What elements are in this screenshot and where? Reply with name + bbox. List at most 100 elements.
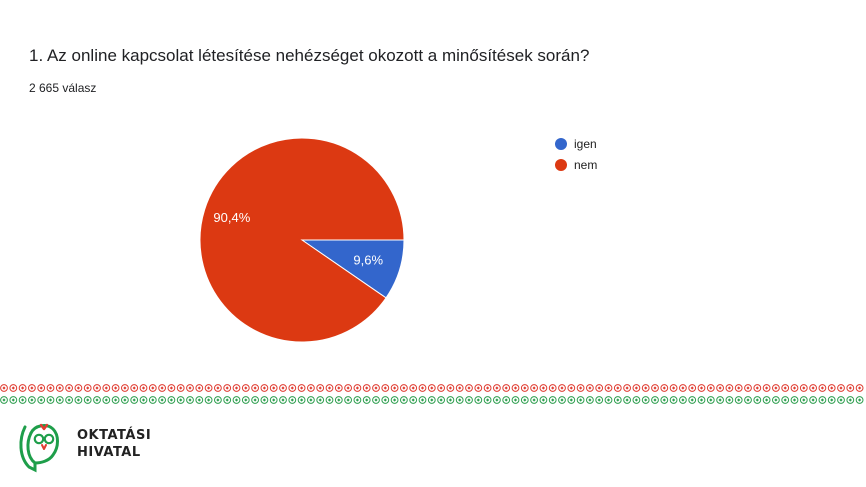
ornament-motif [455,384,464,392]
ornament-motif [186,384,194,392]
ornament-motif [530,396,538,404]
ornament-motif [65,396,73,404]
ornament-motif [344,384,353,392]
ornament-motif [604,396,613,404]
ornament-motif [427,384,436,392]
ornament-motif [176,396,185,404]
ornament-motif [818,396,827,404]
ornament-motif [93,384,101,392]
ornament-motif [28,384,36,392]
ornament-motif [148,384,157,392]
ornament-motif [65,384,73,392]
ornament-motif [502,396,511,404]
ornament-motif [195,396,204,404]
ornament-motif [297,396,306,404]
ornament-motif [827,396,836,404]
ornament-motif [799,384,808,392]
pie-slices [199,137,405,343]
ornament-motif [595,396,604,404]
ornament-motif [223,396,232,404]
ornament-motif [716,384,724,392]
ornament-motif [93,396,101,404]
ornament-motif [18,384,27,392]
ornament-motif [548,396,557,404]
ornament-motif [706,396,715,404]
ornament-motif [790,396,799,404]
folk-ornament-border [0,384,864,404]
ornament-motif [37,396,46,404]
ornament-motif [130,384,139,392]
ornament-motif [734,396,743,404]
ornament-motif [409,384,418,392]
ornament-motif [111,396,120,404]
ornament-motif [604,384,613,392]
ornament-motif [195,384,204,392]
ornament-motif [651,396,659,404]
ornament-motif [818,384,827,392]
ornament-motif [725,384,734,392]
ornament-motif [279,396,287,404]
ornament-motif [493,384,501,392]
ornament-motif [409,396,418,404]
response-count: 2 665 válasz [29,81,97,95]
ornament-motif [9,384,18,392]
pie-chart: 9,6% 90,4% igen nem [199,137,597,343]
legend-label-igen: igen [574,137,597,151]
ornament-motif [688,384,697,392]
ornament-motif [130,396,139,404]
ornament-motif [539,384,548,392]
ornament-motif [176,384,185,392]
ornament-motif [446,396,455,404]
ornament-motif [613,384,622,392]
question-title: 1. Az online kapcsolat létesítése nehézs… [29,46,590,65]
ornament-motif [167,396,176,404]
ornament-motif [139,396,148,404]
ornament-motif [325,384,334,392]
ornament-motif [790,384,799,392]
ornament-motif [260,396,269,404]
ornament-motif [465,384,473,392]
ornament-motif [483,384,492,392]
legend-label-nem: nem [574,158,597,172]
ornament-motif [641,384,650,392]
ornament-motif [520,396,529,404]
ornament-motif [474,396,483,404]
ornament-motif [586,384,594,392]
ornament-motif [279,384,287,392]
ornament-motif [809,396,817,404]
ornament-motif [641,396,650,404]
ornament-motif [855,396,864,404]
ornament-motif [567,384,576,392]
ornament-motif [334,396,343,404]
ornament-motif [697,384,706,392]
pie-slice-nem[interactable] [199,137,405,343]
ornament-motif [362,396,371,404]
ornament-motif [362,384,371,392]
ornament-motif [251,396,260,404]
ornament-motif [400,396,408,404]
ornament-motif [446,384,455,392]
ornament-motif [632,396,641,404]
ornament-motif [297,384,306,392]
ornament-motif [669,384,678,392]
legend-swatch-nem [555,159,567,171]
ornament-motif [837,384,845,392]
ornament-motif [753,396,762,404]
ornament-motif [465,396,473,404]
legend-item-igen[interactable]: igen [555,137,597,151]
ornament-motif [725,396,734,404]
ornament-motif [288,384,297,392]
ornament-motif [204,384,213,392]
ornament-motif [353,396,362,404]
ornament-motif [390,396,399,404]
logo-line-2: HIVATAL [77,445,141,460]
ornament-motif [83,396,92,404]
ornament-motif [46,384,55,392]
legend-item-nem[interactable]: nem [555,158,597,172]
ornament-motif [241,384,250,392]
ornament-motif [372,396,380,404]
ornament-motif [167,384,176,392]
ornament-motif [223,384,232,392]
chart-legend[interactable]: igen nem [555,137,597,172]
